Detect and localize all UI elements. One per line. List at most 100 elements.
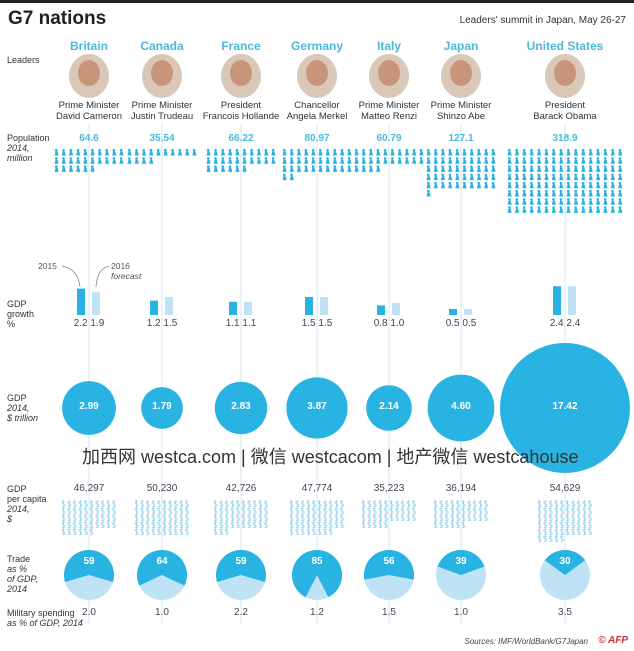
- row-label-gdp-growth: GDP growth%: [7, 299, 35, 329]
- dollar-icon: [146, 521, 150, 528]
- dollar-icon: [134, 521, 139, 528]
- dollar-icon: [549, 521, 553, 528]
- population-icon: [588, 181, 593, 189]
- dollar-icon: [174, 514, 178, 521]
- population-icon: [603, 206, 608, 213]
- population-icon: [249, 157, 254, 164]
- population-icon: [271, 157, 276, 164]
- dollar-icon: [101, 507, 105, 514]
- population-icon: [618, 148, 623, 156]
- dollar-icon: [258, 514, 263, 521]
- leader-caption: Chancellor Angela Merkel: [286, 100, 348, 122]
- dollar-icon: [439, 514, 443, 521]
- population-icon: [213, 157, 218, 164]
- dollar-icon: [334, 521, 339, 528]
- dollar-icon: [112, 500, 116, 507]
- dollar-icon: [236, 514, 240, 521]
- dollar-icon: [378, 500, 383, 507]
- dollar-icon: [225, 528, 229, 535]
- population-icon: [603, 198, 608, 205]
- population-icon: [522, 189, 527, 197]
- dollar-icon: [253, 521, 257, 528]
- dollar-icon: [340, 507, 344, 514]
- population-icon: [361, 148, 366, 156]
- growth-bar-2015: [553, 286, 561, 315]
- gdp-bubble: [62, 381, 116, 435]
- dollar-icon: [406, 514, 411, 521]
- dollar-icon: [317, 528, 322, 535]
- military-value: 2.2: [234, 607, 248, 618]
- population-icon: [206, 157, 211, 164]
- dollar-icon: [95, 500, 99, 507]
- dollar-icon: [560, 500, 564, 507]
- population-icon: [296, 165, 302, 172]
- population-icon: [469, 173, 474, 181]
- country-name: Japan: [443, 39, 479, 53]
- population-icon: [256, 148, 262, 156]
- dollar-icon: [112, 514, 116, 521]
- population-icon: [390, 157, 395, 164]
- population-icon: [537, 173, 542, 181]
- population-icon: [304, 148, 309, 156]
- population-icon: [296, 157, 302, 164]
- population-icon: [368, 165, 374, 172]
- dollar-icon: [367, 514, 371, 521]
- population-icon: [433, 157, 438, 164]
- population-icon: [566, 206, 571, 213]
- dollar-icon: [174, 500, 178, 507]
- dollar-icon: [253, 514, 257, 521]
- dollar-icon: [373, 500, 377, 507]
- dollar-icon: [445, 521, 449, 528]
- dollar-icon: [306, 507, 311, 514]
- population-icon: [192, 148, 197, 156]
- dollar-icon: [289, 528, 294, 535]
- population-icon: [596, 189, 601, 197]
- population-icon: [76, 165, 81, 172]
- dollar-icon: [395, 500, 399, 507]
- population-icon: [596, 165, 601, 172]
- gdp-value: 3.87: [307, 401, 327, 412]
- population-icon: [618, 181, 623, 189]
- dollar-icon: [373, 514, 377, 521]
- dollar-icon: [101, 500, 105, 507]
- population-icon: [282, 157, 287, 164]
- population-icon: [112, 148, 117, 156]
- dollar-icon: [95, 507, 99, 514]
- population-icon: [332, 157, 338, 164]
- population-icon: [127, 148, 132, 156]
- population-icon: [529, 165, 534, 172]
- chart-canvas: [54, 54, 630, 625]
- population-icon: [354, 148, 359, 156]
- country-name: Italy: [376, 39, 402, 53]
- dollar-icon: [301, 521, 305, 528]
- population-icon: [522, 181, 527, 189]
- population-icon: [61, 148, 66, 156]
- dollar-icon: [289, 514, 294, 521]
- dollar-icon: [241, 500, 246, 507]
- population-icon: [318, 165, 323, 172]
- dollar-icon: [213, 521, 218, 528]
- population-icon: [522, 157, 527, 164]
- population-icon: [368, 148, 374, 156]
- population-icon: [610, 148, 615, 156]
- military-value: 1.0: [454, 607, 468, 618]
- population-icon: [603, 148, 608, 156]
- dollar-icon: [439, 500, 443, 507]
- trade-value: 59: [235, 556, 247, 567]
- dollar-icon: [461, 507, 466, 514]
- population-icon: [573, 181, 579, 189]
- population-icon: [185, 148, 190, 156]
- population-icon: [522, 173, 527, 181]
- dollar-icon: [484, 507, 488, 514]
- leader-photo: [369, 54, 409, 98]
- population-icon: [228, 148, 233, 156]
- population-icon: [484, 157, 489, 164]
- population-icon: [573, 157, 579, 164]
- population-icon: [304, 165, 309, 172]
- population-icon: [220, 148, 226, 156]
- dollar-icon: [560, 507, 564, 514]
- dollar-icon: [78, 500, 83, 507]
- population-icon: [559, 157, 564, 164]
- dollar-icon: [247, 507, 251, 514]
- dollar-icon: [378, 507, 383, 514]
